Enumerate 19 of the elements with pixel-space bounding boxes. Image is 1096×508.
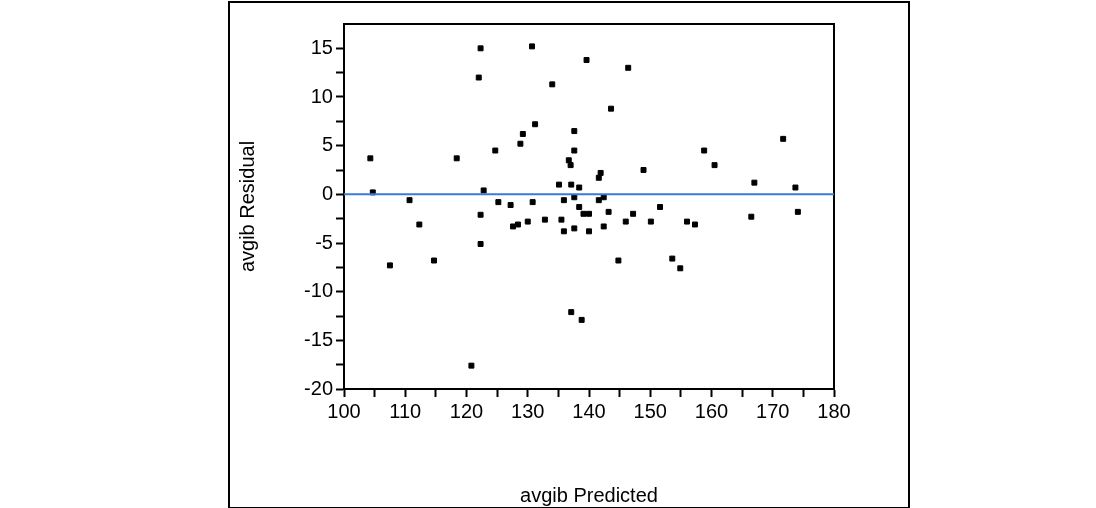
- x-tick-label: 170: [756, 399, 790, 422]
- x-tick-label: 180: [817, 399, 851, 422]
- y-tick-label: -15: [304, 327, 333, 350]
- y-tick-label: 0: [321, 181, 333, 204]
- y-tick-label: -20: [304, 376, 333, 399]
- x-tick-label: 140: [572, 399, 606, 422]
- x-tick-label: 150: [633, 399, 667, 422]
- y-tick-label: 5: [321, 133, 333, 156]
- y-tick-label: 10: [310, 84, 333, 107]
- y-axis-title: avgib Residual: [235, 140, 258, 273]
- x-tick-label: 130: [511, 399, 545, 422]
- x-axis-title: avgib Predicted: [520, 483, 658, 506]
- x-tick-label: 110: [389, 399, 422, 422]
- y-tick-label: 15: [310, 35, 333, 58]
- x-tick-label: 120: [449, 399, 484, 422]
- x-tick-label: 160: [694, 399, 729, 422]
- y-tick-label: -10: [304, 279, 333, 302]
- x-tick-label: 100: [327, 399, 361, 422]
- y-tick-label: -5: [315, 230, 333, 253]
